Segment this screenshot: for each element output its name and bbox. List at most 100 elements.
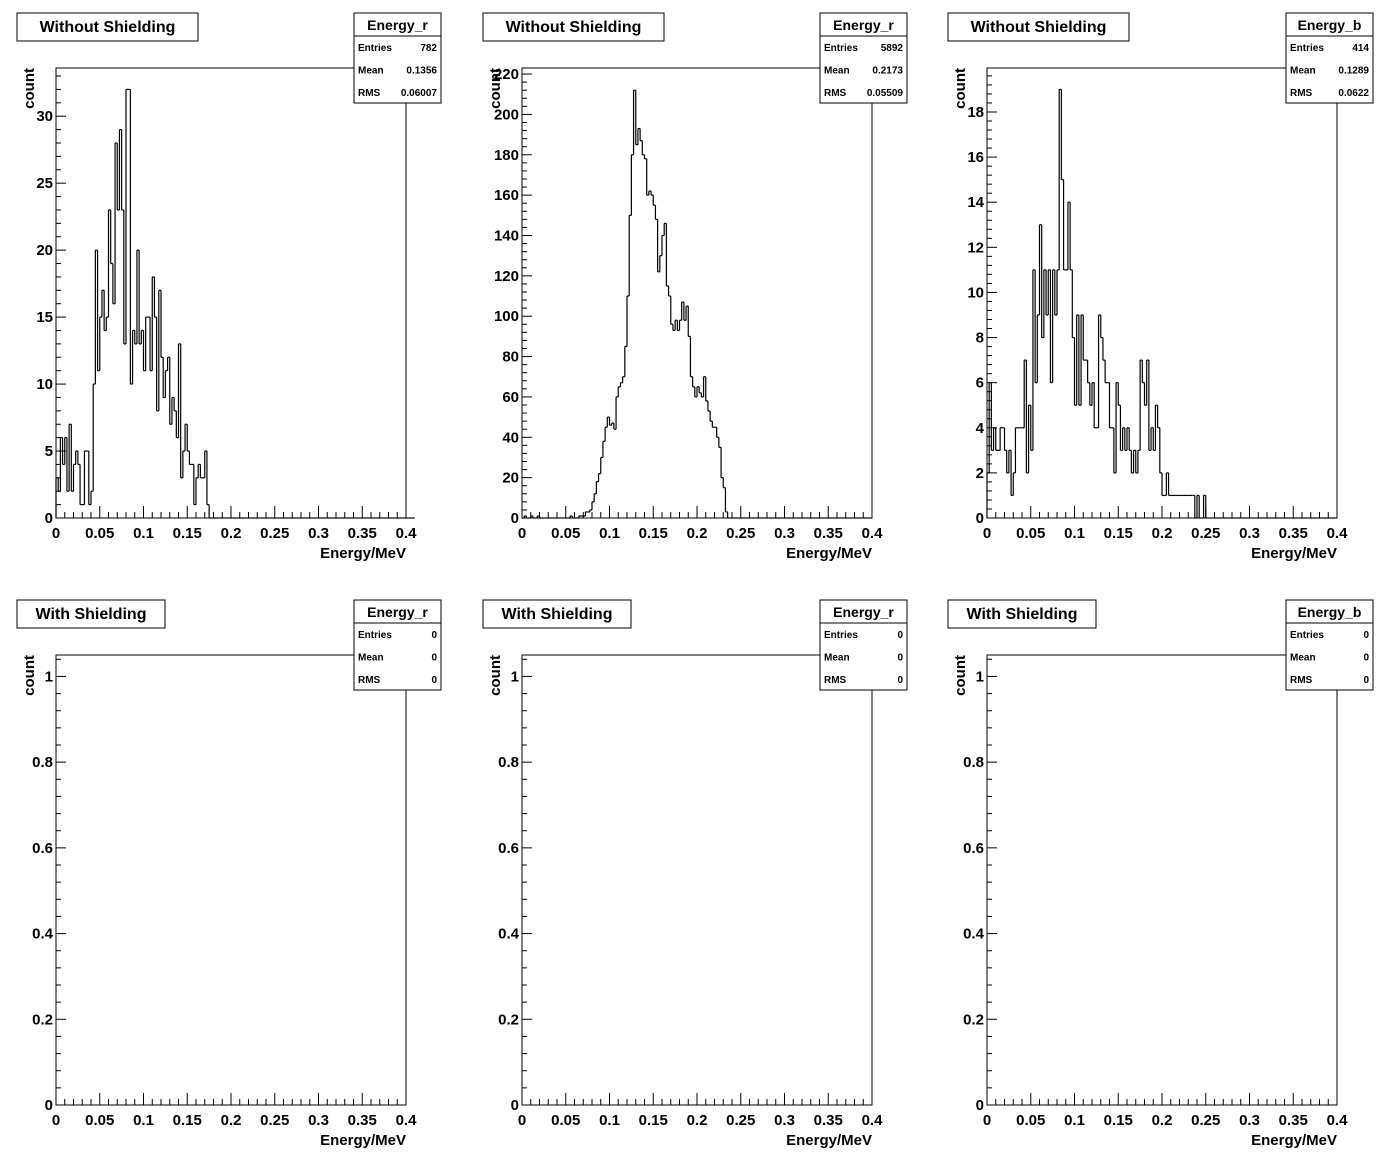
chart-3-y-tick-label: 2 — [976, 465, 984, 482]
chart-1-stats-mean-value: 0.1356 — [406, 66, 437, 77]
chart-1-title-box: Without Shielding — [16, 12, 199, 42]
chart-4-x-tick-label: 0 — [52, 1112, 60, 1129]
chart-1-stats-entries-label: Entries — [358, 43, 392, 54]
chart-3-y-tick-label: 0 — [976, 510, 984, 527]
chart-3-x-tick-label: 0.1 — [1064, 525, 1085, 542]
chart-3-stats-mean-label: Mean — [1290, 66, 1316, 77]
chart-2-panel: 0 0.05 0.1 0.15 0.2 0.25 0.3 0.35 0.4 0 20 40 60 80 10… — [482, 12, 908, 562]
chart-3-y-tick-label: 12 — [967, 239, 984, 256]
chart-6-x-axis: 0 0.05 0.1 0.15 0.2 0.25 0.3 0.35 0.4 — [983, 1093, 1348, 1129]
chart-1-y-axis: 0 5 10 15 20 25 30 — [36, 75, 66, 527]
chart-5-panel: 0 0.05 0.1 0.15 0.2 0.25 0.3 0.35 0.400.20.40.60… — [482, 599, 908, 1149]
chart-4-stats-mean-value: 0 — [431, 653, 437, 664]
chart-2-x-tick-label: 0.15 — [639, 525, 668, 542]
chart-5-stats-entries-value: 0 — [897, 630, 903, 641]
chart-2-y-tick-label: 140 — [494, 227, 519, 244]
chart-3-x-tick-label: 0.4 — [1327, 525, 1349, 542]
chart-4-x-axis: 0 0.05 0.1 0.15 0.2 0.25 0.3 0.35 0.4 — [52, 1093, 417, 1129]
chart-5-stats-rms-label: RMS — [824, 675, 847, 686]
chart-4-panel: 0 0.05 0.1 0.15 0.2 0.25 0.3 0.35 0.400.20.40.60… — [16, 599, 442, 1149]
chart-1-x-tick-label: 0.15 — [173, 525, 202, 542]
chart-3-y-axis-label: count — [952, 68, 969, 109]
chart-3-title: Without Shielding — [971, 19, 1107, 36]
chart-3-title-box: Without Shielding — [947, 12, 1130, 42]
chart-5-stats-rms-value: 0 — [897, 675, 903, 686]
chart-6-x-tick-label: 0.15 — [1104, 1112, 1133, 1129]
chart-1-stats-name: Energy_r — [367, 17, 428, 33]
chart-3-stats-box: Energy_b Entries 414 Mean 0.1289 RMS 0.0622 — [1285, 12, 1374, 104]
chart-2-title: Without Shielding — [506, 19, 642, 36]
chart-2-y-tick-label: 0 — [511, 510, 519, 527]
chart-4-stats-entries-value: 0 — [431, 630, 437, 641]
chart-5-y-tick-label: 1 — [511, 668, 519, 685]
chart-5-x-tick-label: 0.4 — [862, 1112, 884, 1129]
chart-2-y-tick-label: 120 — [494, 268, 519, 285]
chart-3-y-tick-label: 16 — [967, 149, 984, 166]
chart-1-x-axis: 0 0.05 0.1 0.15 0.2 0.25 0.3 0.35 0.4 — [52, 506, 417, 542]
chart-3-x-tick-label: 0.25 — [1191, 525, 1220, 542]
chart-4-y-axis-label: count — [21, 655, 38, 696]
chart-4-stats-name: Energy_r — [367, 604, 428, 620]
chart-2-stats-name: Energy_r — [833, 17, 894, 33]
chart-1-y-tick-label: 20 — [36, 242, 53, 259]
chart-1-x-tick-label: 0.35 — [348, 525, 377, 542]
chart-4-y-tick-label: 0.4 — [32, 926, 54, 943]
chart-6-x-tick-label: 0.25 — [1191, 1112, 1220, 1129]
chart-5-stats-name: Energy_r — [833, 604, 894, 620]
chart-1-y-axis-label: count — [21, 68, 38, 109]
chart-5-title-box: With Shielding — [482, 599, 632, 629]
chart-2-title-box: Without Shielding — [482, 12, 665, 42]
chart-1-y-tick-label: 10 — [36, 376, 53, 393]
chart-2-stats-rms-label: RMS — [824, 88, 847, 99]
chart-5-frame — [521, 654, 873, 1106]
chart-4-stats-box: Energy_r Entries 0 Mean 0 RMS 0 — [353, 599, 442, 691]
chart-4-x-tick-label: 0.2 — [221, 1112, 242, 1129]
chart-1-y-tick-label: 25 — [36, 175, 53, 192]
chart-1-panel: 0 0.05 0.1 0.15 0.2 0.25 0.3 0.35 0.4 0 5 10 15 20 25 3… — [16, 12, 442, 562]
chart-1-x-tick-label: 0.05 — [85, 525, 114, 542]
chart-6-title-box: With Shielding — [947, 599, 1097, 629]
chart-2-stats-entries-label: Entries — [824, 43, 858, 54]
chart-6-y-tick-label: 0 — [976, 1097, 984, 1114]
chart-5-y-tick-label: 0 — [511, 1097, 519, 1114]
chart-4-y-tick-label: 0.6 — [32, 840, 53, 857]
chart-3-title-frame — [947, 12, 1130, 42]
chart-2-y-tick-label: 20 — [502, 470, 519, 487]
chart-2-x-axis: 0 0.05 0.1 0.15 0.2 0.25 0.3 0.35 0.4 — [518, 506, 883, 542]
chart-4-x-tick-label: 0.05 — [85, 1112, 114, 1129]
chart-1-stats-rms-label: RMS — [358, 88, 381, 99]
chart-1-x-tick-label: 0.1 — [133, 525, 154, 542]
chart-6-stats-frame — [1285, 599, 1374, 691]
chart-6-y-axis-label: count — [952, 655, 969, 696]
chart-2-y-tick-label: 100 — [494, 308, 519, 325]
chart-4-title-frame — [16, 599, 166, 629]
chart-6-panel: 0 0.05 0.1 0.15 0.2 0.25 0.3 0.35 0.400.20.40.60… — [947, 599, 1374, 1149]
chart-5-title: With Shielding — [502, 606, 613, 623]
chart-6-stats-entries-value: 0 — [1363, 630, 1369, 641]
chart-6-stats-mean-label: Mean — [1290, 653, 1316, 664]
chart-3-stats-name: Energy_b — [1298, 17, 1362, 33]
chart-6-x-tick-label: 0.1 — [1064, 1112, 1085, 1129]
chart-6-y-tick-label: 0.6 — [963, 840, 984, 857]
chart-4-x-tick-label: 0.35 — [348, 1112, 377, 1129]
chart-1-stats-frame — [353, 12, 442, 104]
chart-2-x-tick-label: 0.3 — [774, 525, 795, 542]
chart-6-y-axis: 0 0.2 0.4 0.6 0.8 1 — [963, 658, 997, 1114]
chart-3-x-tick-label: 0.15 — [1104, 525, 1133, 542]
chart-4-x-tick-label: 0.1 — [133, 1112, 154, 1129]
chart-5-x-tick-label: 0.2 — [687, 1112, 708, 1129]
chart-4-stats-mean-label: Mean — [358, 653, 384, 664]
chart-3-stats-mean-value: 0.1289 — [1338, 66, 1369, 77]
chart-4-stats-entries-label: Entries — [358, 630, 392, 641]
chart-6-stats-name: Energy_b — [1298, 604, 1362, 620]
chart-2-stats-mean-value: 0.2173 — [872, 66, 903, 77]
chart-3-stats-entries-label: Entries — [1290, 43, 1324, 54]
chart-5-stats-mean-label: Mean — [824, 653, 850, 664]
chart-1-stats-mean-label: Mean — [358, 66, 384, 77]
chart-5-stats-entries-label: Entries — [824, 630, 858, 641]
chart-6-y-tick-label: 0.8 — [963, 754, 984, 771]
chart-5-y-tick-label: 0.6 — [498, 840, 519, 857]
chart-2-x-tick-label: 0.1 — [599, 525, 620, 542]
chart-3-x-tick-label: 0.35 — [1279, 525, 1308, 542]
